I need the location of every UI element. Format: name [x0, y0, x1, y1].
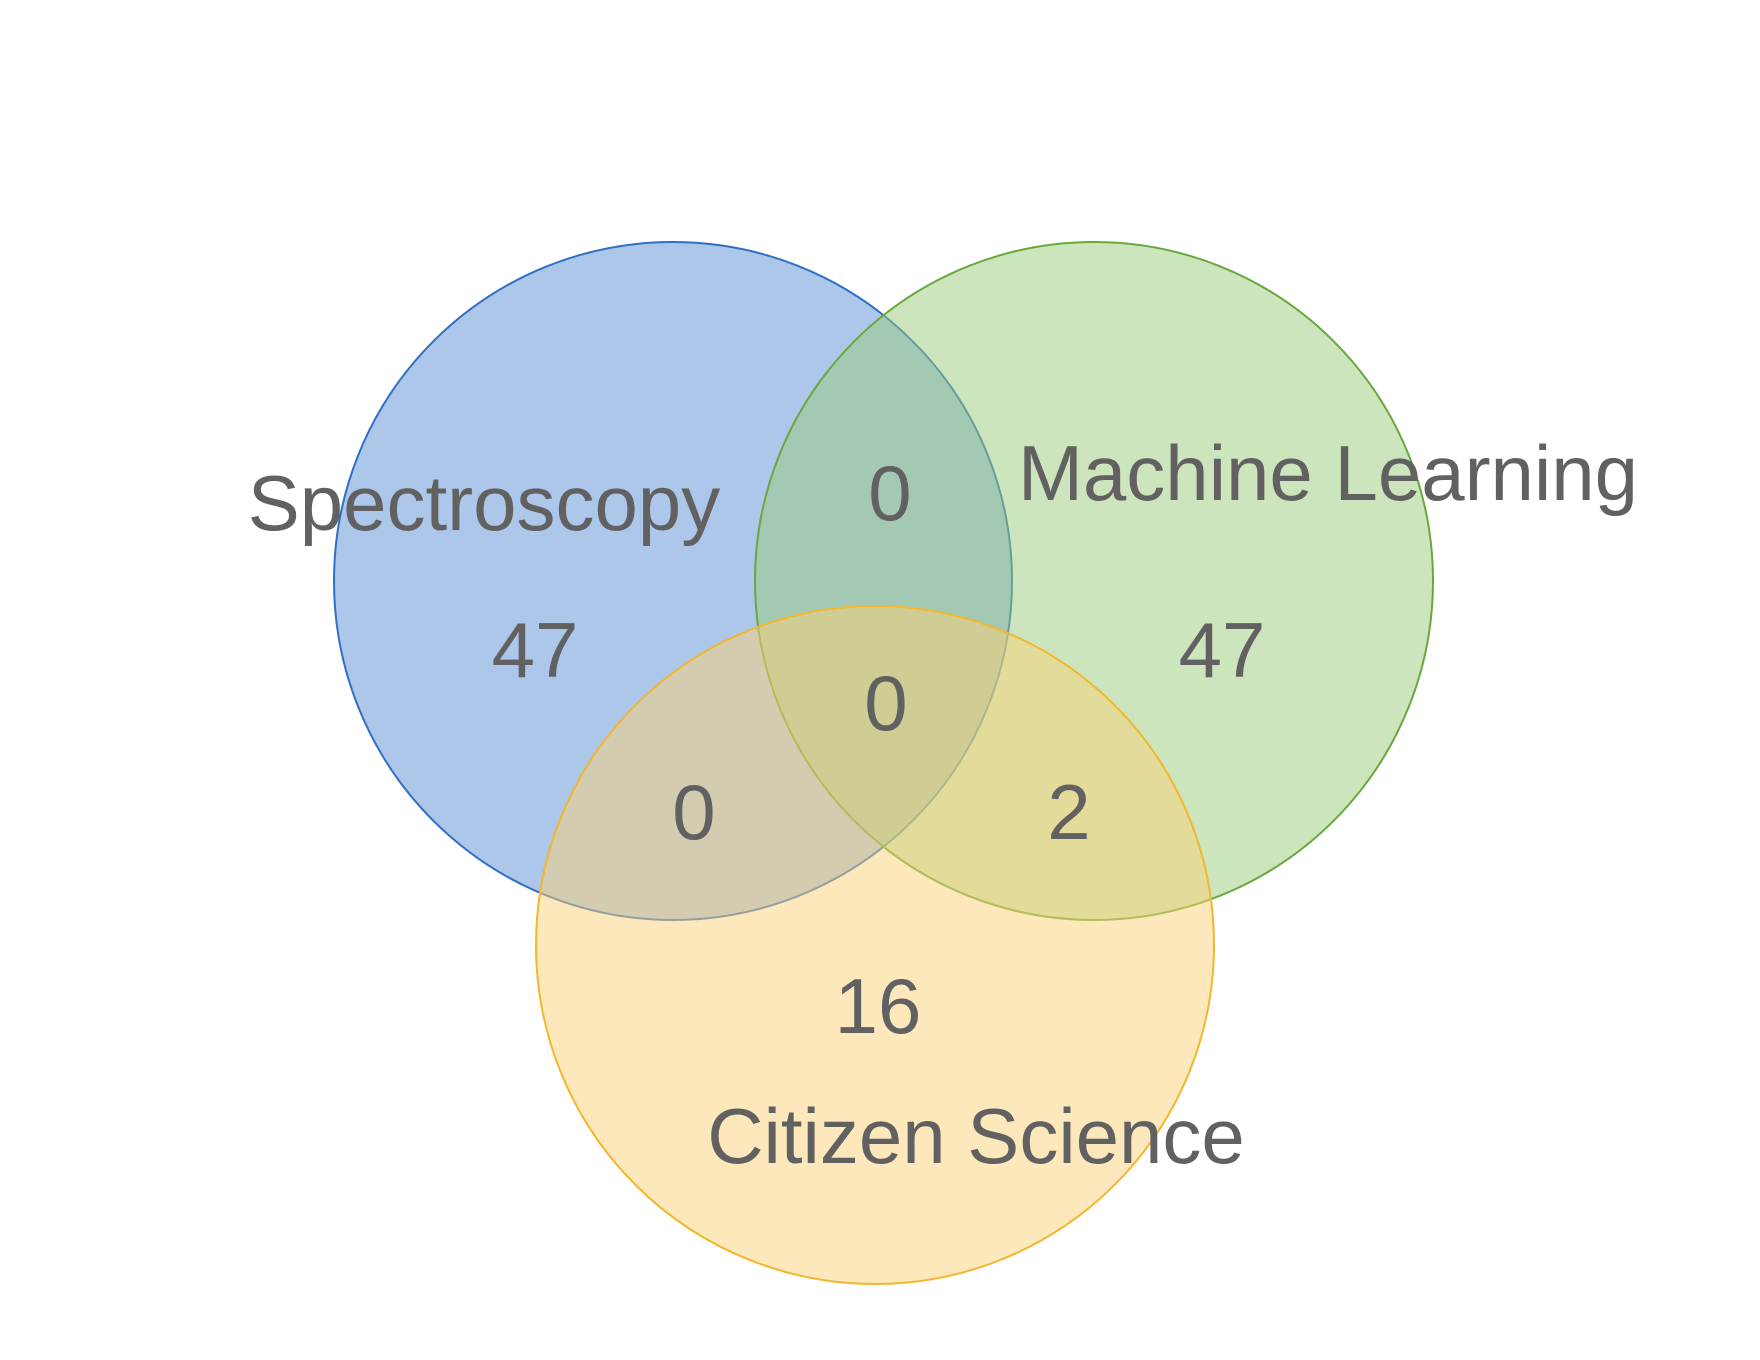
- count-citizen-science-only: 16: [835, 962, 922, 1050]
- circle-citizen-science: [535, 605, 1215, 1285]
- count-spectroscopy-machine-learning: 0: [868, 449, 911, 537]
- count-machine-learning-only: 47: [1179, 606, 1266, 694]
- count-spectroscopy-citizen-science: 0: [672, 768, 715, 856]
- set-label-spectroscopy: Spectroscopy: [248, 459, 721, 547]
- count-all-three: 0: [864, 659, 907, 747]
- count-spectroscopy-only: 47: [492, 606, 579, 694]
- count-machine-learning-citizen-science: 2: [1047, 768, 1090, 856]
- set-label-citizen-science: Citizen Science: [707, 1092, 1245, 1180]
- set-label-machine-learning: Machine Learning: [1018, 429, 1638, 517]
